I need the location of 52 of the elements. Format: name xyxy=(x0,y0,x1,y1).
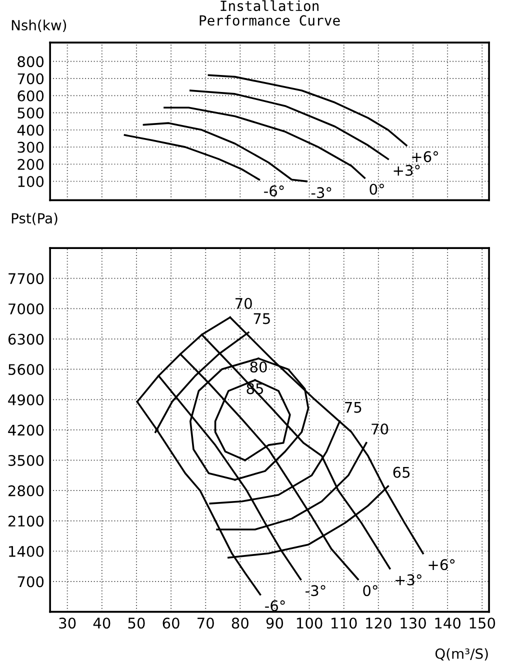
y-tick-label: 1400 xyxy=(9,546,44,557)
y-tick-label: 700 xyxy=(18,73,44,84)
series-label: +6° xyxy=(428,559,455,570)
series-label: -3° xyxy=(311,187,332,198)
x-tick-label: 30 xyxy=(59,618,76,629)
y-tick-label: 2800 xyxy=(8,485,44,496)
y-tick-label: 100 xyxy=(18,176,44,188)
x-tick-label: 120 xyxy=(366,618,392,629)
series-label: 0° xyxy=(370,184,384,195)
series-label: -6° xyxy=(265,600,285,612)
y-tick-label: 6300 xyxy=(8,334,44,345)
series-label: 75 xyxy=(345,402,362,413)
y-tick-label: 500 xyxy=(18,108,44,119)
series-label: 75 xyxy=(254,313,270,324)
x-tick-label: 50 xyxy=(128,618,145,629)
series-label: -3° xyxy=(306,585,326,596)
x-tick-label: 110 xyxy=(332,618,357,629)
x-axis-title: Q(m³/S) xyxy=(435,648,488,661)
y-tick-label: 7000 xyxy=(8,303,44,314)
y-tick-label: 600 xyxy=(18,90,44,102)
series-label: +3° xyxy=(394,164,420,176)
series-label: 65 xyxy=(393,466,410,478)
x-tick-label: 70 xyxy=(198,618,214,629)
series-label: 0° xyxy=(363,585,378,596)
x-tick-label: 150 xyxy=(470,618,496,629)
series-label: 70 xyxy=(236,298,252,309)
series-label: +6° xyxy=(412,151,438,162)
x-tick-label: 130 xyxy=(400,618,426,629)
series-label: 70 xyxy=(372,424,388,435)
x-tick-label: 60 xyxy=(162,618,180,629)
y-tick-label: 4200 xyxy=(8,424,44,436)
y-tick-label: 400 xyxy=(17,124,44,136)
y-tick-label: 300 xyxy=(18,142,44,153)
series-label: -6° xyxy=(264,185,284,196)
y-tick-label: 2100 xyxy=(8,516,44,527)
y-tick-label: 7700 xyxy=(8,273,44,284)
x-tick-label: 100 xyxy=(296,618,322,629)
x-tick-label: 40 xyxy=(93,618,110,629)
x-tick-label: 90 xyxy=(266,618,284,629)
y-tick-label: 700 xyxy=(18,576,44,588)
chart-title: Installation Performance Curve xyxy=(200,0,340,26)
y-axis-title: Pst(Pa) xyxy=(12,212,58,226)
y-tick-label: 3500 xyxy=(8,454,44,466)
y-axis-title: Nsh(kw) xyxy=(12,20,66,32)
series-label: +3° xyxy=(396,574,422,586)
x-tick-label: 140 xyxy=(435,618,460,629)
y-tick-label: 4900 xyxy=(8,394,44,406)
y-tick-label: 5600 xyxy=(8,364,44,376)
series-label: 80 xyxy=(250,362,267,373)
y-tick-label: 800 xyxy=(18,56,44,68)
x-tick-label: 80 xyxy=(232,618,248,629)
y-tick-label: 200 xyxy=(18,158,44,170)
